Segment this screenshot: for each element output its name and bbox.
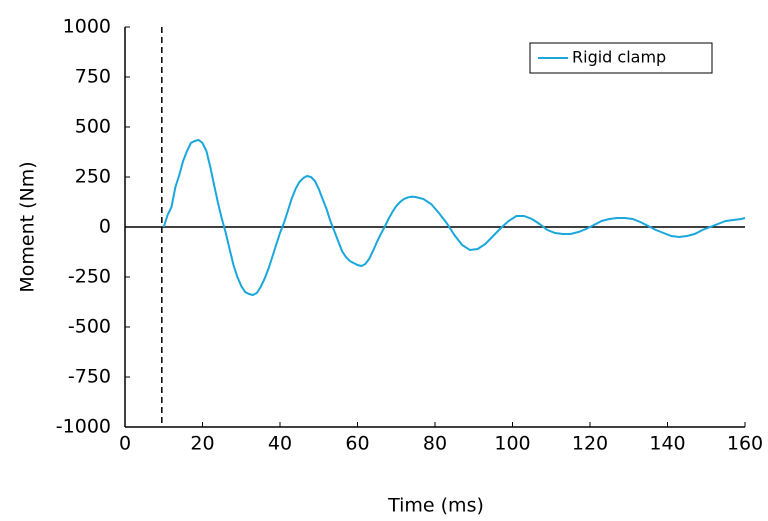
x-axis-label: Time (ms) bbox=[387, 495, 484, 517]
x-tick-label: 80 bbox=[423, 433, 447, 455]
x-tick-label: 60 bbox=[345, 433, 369, 455]
y-tick-label: -500 bbox=[68, 316, 111, 338]
x-tick-label: 140 bbox=[649, 433, 685, 455]
series-line bbox=[162, 138, 746, 297]
y-tick-label: 250 bbox=[75, 166, 111, 188]
x-tick-label: 120 bbox=[572, 433, 608, 455]
x-tick-label: 100 bbox=[494, 433, 530, 455]
y-tick-label: 1000 bbox=[63, 16, 111, 38]
y-tick-label: 750 bbox=[75, 66, 111, 88]
legend-box bbox=[529, 42, 713, 74]
y-tick-label: 0 bbox=[99, 216, 111, 238]
y-tick-label: -250 bbox=[68, 266, 111, 288]
y-tick-label: -1000 bbox=[56, 416, 111, 438]
y-tick-label: -750 bbox=[68, 366, 111, 388]
legend-label: Rigid clamp bbox=[572, 48, 666, 67]
x-tick-label: 40 bbox=[268, 433, 292, 455]
x-tick-label: 160 bbox=[727, 433, 763, 455]
x-tick-label: 20 bbox=[190, 433, 214, 455]
y-tick-label: 500 bbox=[75, 116, 111, 138]
y-axis-label: Moment (Nm) bbox=[17, 161, 39, 292]
x-tick-label: 0 bbox=[119, 433, 131, 455]
